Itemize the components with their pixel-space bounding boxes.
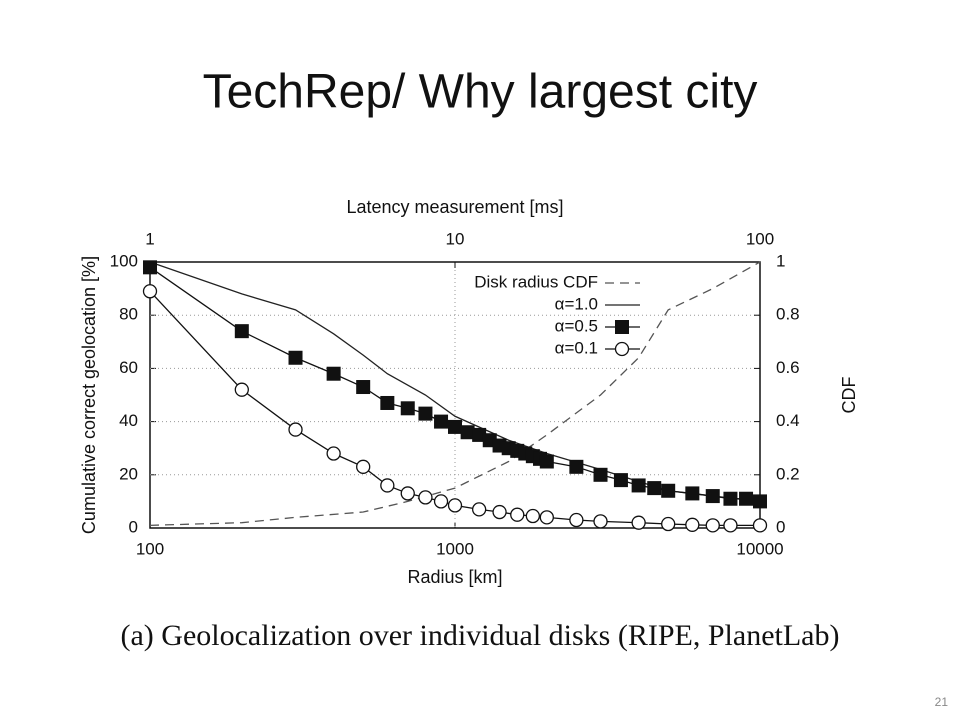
- y2-tick-label: 0: [776, 517, 785, 536]
- data-point: [356, 459, 371, 474]
- data-point: [472, 502, 487, 517]
- data-point: [593, 514, 608, 529]
- page-number: 21: [935, 695, 949, 709]
- data-point: [234, 382, 249, 397]
- legend-label: Disk radius CDF: [474, 272, 598, 291]
- legend-label: α=0.5: [555, 316, 598, 335]
- data-point: [685, 486, 700, 501]
- y2-tick-label: 0.6: [776, 358, 800, 377]
- data-point: [525, 508, 541, 524]
- data-point: [356, 380, 371, 395]
- data-point: [705, 489, 720, 504]
- y-tick-label: 20: [119, 464, 138, 483]
- data-point: [400, 401, 415, 416]
- y2-axis-label: CDF: [839, 377, 859, 414]
- x-tick-label: 1000: [436, 539, 474, 558]
- data-point: [326, 366, 341, 381]
- data-point: [631, 478, 646, 493]
- data-point: [569, 459, 584, 474]
- y2-tick-label: 0.2: [776, 464, 800, 483]
- x-tick-label: 100: [136, 539, 164, 558]
- data-point: [380, 478, 395, 493]
- data-point: [448, 419, 462, 434]
- caption: (a) Geolocalization over individual disk…: [121, 619, 840, 652]
- y2-tick-label: 0.4: [776, 411, 800, 430]
- data-point: [613, 473, 628, 488]
- data-point: [234, 324, 249, 339]
- data-point: [723, 491, 738, 506]
- data-point: [739, 491, 754, 506]
- data-point: [400, 486, 415, 501]
- y-tick-label: 80: [119, 305, 138, 324]
- data-point: [143, 260, 157, 275]
- data-point: [647, 481, 662, 496]
- x-tick-label: 10000: [736, 539, 783, 558]
- legend-marker: [615, 320, 629, 334]
- data-point: [288, 422, 303, 437]
- x2-axis-label: Latency measurement [ms]: [346, 197, 563, 217]
- data-point: [685, 517, 700, 532]
- x2-tick-label: 10: [446, 229, 465, 248]
- y2-tick-label: 1: [776, 251, 785, 270]
- series-line: [149, 261, 761, 526]
- data-point: [418, 490, 433, 505]
- y-tick-label: 60: [119, 358, 138, 377]
- data-point: [472, 427, 487, 442]
- data-point: [418, 406, 433, 421]
- y-axis-label: Cumulative correct geolocation [%]: [79, 256, 99, 534]
- data-point: [752, 518, 768, 533]
- data-point: [433, 494, 449, 509]
- data-point: [539, 454, 554, 469]
- data-point: [380, 395, 395, 410]
- data-point: [447, 498, 463, 513]
- legend-label: α=1.0: [555, 294, 598, 313]
- data-point: [460, 425, 475, 440]
- data-point: [510, 507, 525, 522]
- data-point: [539, 510, 554, 525]
- y-tick-label: 0: [129, 517, 138, 536]
- legend-label: α=0.1: [555, 338, 598, 357]
- data-point: [661, 483, 676, 498]
- data-point: [326, 446, 341, 461]
- x-axis-label: Radius [km]: [407, 567, 502, 587]
- x2-tick-label: 100: [746, 229, 774, 248]
- data-point: [661, 516, 676, 532]
- series-line: [149, 261, 761, 503]
- x2-tick-label: 1: [145, 229, 154, 248]
- slide-title: TechRep/ Why largest city: [203, 66, 758, 119]
- y-tick-label: 100: [110, 251, 138, 270]
- y2-tick-label: 0.8: [776, 305, 800, 324]
- legend-marker: [614, 341, 630, 357]
- data-point: [288, 350, 303, 365]
- y-tick-label: 40: [119, 411, 138, 430]
- data-point: [569, 512, 584, 528]
- data-point: [753, 494, 767, 509]
- data-point: [593, 467, 608, 482]
- data-point: [434, 414, 449, 429]
- data-point: [492, 504, 507, 520]
- data-point: [705, 518, 720, 533]
- data-point: [142, 284, 158, 299]
- data-point: [631, 515, 646, 530]
- data-point: [723, 518, 738, 533]
